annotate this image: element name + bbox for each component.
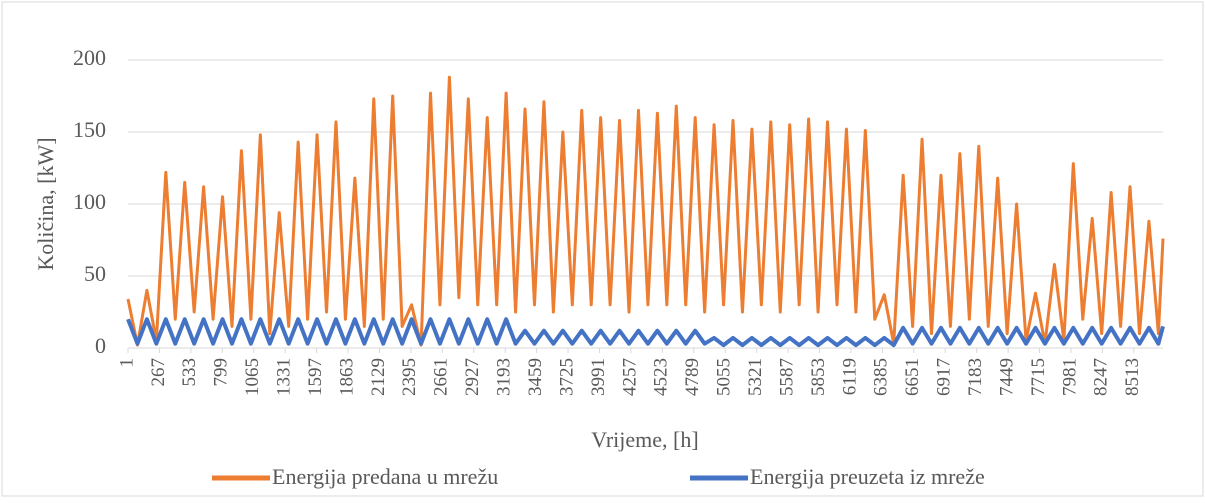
x-tick-label: 799 (211, 358, 232, 387)
x-tick-label: 3991 (588, 358, 609, 396)
x-axis-label: Vrijeme, [h] (591, 427, 698, 452)
x-tick-label: 5055 (714, 358, 735, 396)
x-tick-label: 1331 (274, 358, 295, 396)
x-tick-label: 4257 (619, 358, 640, 396)
x-tick-label: 533 (179, 358, 200, 387)
x-tick-label: 4523 (651, 358, 672, 396)
x-tick-label: 1065 (242, 358, 263, 396)
x-tick-label: 5853 (808, 358, 829, 396)
x-tick-label: 1863 (336, 358, 357, 396)
x-tick-label: 5587 (776, 358, 797, 396)
x-tick-label: 2661 (431, 358, 452, 396)
legend-label: Energija predana u mrežu (272, 464, 498, 489)
x-tick-label: 7183 (965, 358, 986, 396)
x-tick-label: 1597 (305, 358, 326, 396)
x-tick-label: 6119 (839, 358, 860, 395)
y-tick-label: 50 (84, 261, 106, 286)
x-tick-label: 267 (148, 358, 169, 387)
x-tick-label: 8513 (1122, 358, 1143, 396)
x-tick-label: 2129 (368, 358, 389, 396)
legend-label: Energija preuzeta iz mreže (750, 464, 985, 489)
x-tick-label: 4789 (682, 358, 703, 396)
x-tick-label: 3725 (556, 358, 577, 396)
y-axis-label: Količina, [kW] (33, 137, 58, 270)
y-tick-label: 0 (95, 333, 106, 358)
x-tick-label: 6917 (934, 358, 955, 396)
y-tick-label: 200 (73, 45, 106, 70)
x-tick-label: 1 (116, 358, 137, 368)
x-tick-label: 6651 (902, 358, 923, 396)
x-tick-label: 7981 (1059, 358, 1080, 396)
y-tick-label: 150 (73, 117, 106, 142)
x-tick-label: 6385 (871, 358, 892, 396)
y-tick-label: 100 (73, 189, 106, 214)
x-tick-label: 3459 (525, 358, 546, 396)
x-tick-label: 7715 (1028, 358, 1049, 396)
x-tick-label: 2927 (462, 358, 483, 396)
x-tick-label: 5321 (745, 358, 766, 396)
series-line (126, 317, 1165, 348)
series-line (126, 75, 1165, 347)
x-tick-label: 2395 (399, 358, 420, 396)
x-tick-label: 3193 (494, 358, 515, 396)
x-tick-label: 8247 (1091, 358, 1112, 396)
x-tick-label: 7449 (996, 358, 1017, 396)
